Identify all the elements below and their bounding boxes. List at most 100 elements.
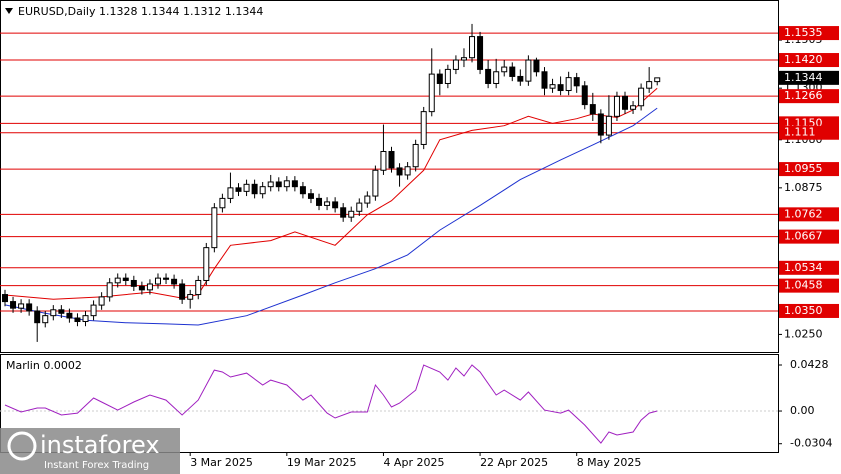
- candle-body: [485, 68, 492, 84]
- level-label: 1.1535: [784, 26, 823, 39]
- candle-body: [573, 77, 580, 87]
- indicator-label: Marlin 0.0002: [6, 359, 82, 372]
- candle-body: [517, 75, 524, 82]
- candle-body: [324, 201, 331, 206]
- candle-body: [171, 278, 178, 285]
- candle-body: [380, 150, 387, 171]
- level-label: 1.0458: [784, 279, 823, 292]
- candle-body: [251, 183, 258, 195]
- candle-body: [646, 81, 653, 89]
- level-label: 1.0667: [784, 230, 823, 243]
- candle-body: [187, 294, 194, 300]
- header-arrow: [5, 8, 13, 14]
- x-tick-label: 22 Apr 2025: [480, 456, 548, 469]
- candle-body: [267, 181, 274, 188]
- watermark-tagline: Instant Forex Trading: [44, 460, 149, 471]
- candle-body: [589, 104, 596, 115]
- y-tick-label: 1.0250: [784, 327, 823, 340]
- candle-body: [163, 277, 170, 280]
- level-label: 1.1266: [784, 89, 823, 102]
- candle-body: [372, 169, 379, 197]
- x-tick-label: 4 Apr 2025: [383, 456, 444, 469]
- candle-body: [98, 296, 105, 306]
- candle-body: [428, 73, 435, 113]
- x-tick-label: 8 May 2025: [577, 456, 642, 469]
- candle-body: [541, 71, 548, 89]
- candle-body: [211, 207, 218, 249]
- candle-body: [356, 202, 363, 212]
- level-label: 1.1420: [784, 53, 823, 66]
- candle-body: [581, 85, 588, 106]
- candle-body: [138, 285, 145, 291]
- candle-body: [565, 77, 572, 92]
- watermark-logo: [7, 431, 37, 461]
- candle-body: [66, 312, 73, 319]
- candle-body: [316, 197, 323, 206]
- last-price-box: [779, 70, 839, 85]
- candle-body: [42, 315, 49, 324]
- watermark-brand: instaforex: [40, 431, 160, 459]
- x-tick-label: 3 Mar 2025: [190, 456, 253, 469]
- level-label-box: [779, 303, 839, 318]
- candle-body: [10, 301, 17, 309]
- candle-body: [364, 195, 371, 204]
- candle-body: [605, 115, 612, 136]
- candle-body: [501, 66, 508, 73]
- candle-body: [557, 84, 564, 92]
- candle-body: [291, 180, 298, 188]
- candle-body: [58, 309, 65, 314]
- candle-body: [106, 282, 113, 298]
- candle-body: [219, 197, 226, 209]
- level-label-box: [779, 260, 839, 275]
- candle-body: [114, 277, 121, 284]
- level-label-box: [779, 53, 839, 68]
- candle-body: [130, 279, 137, 287]
- plot-layer: 1.15051.13001.10801.08751.02500.04280.00…: [0, 23, 839, 469]
- candle-body: [444, 68, 451, 84]
- candle-body: [420, 111, 427, 145]
- candle-body: [533, 59, 540, 73]
- candle-body: [154, 277, 161, 285]
- candle-body: [332, 201, 339, 209]
- candle-body: [74, 317, 81, 323]
- candle-body: [179, 283, 186, 300]
- y-tick-label: 1.0875: [784, 181, 823, 194]
- candle-body: [404, 166, 411, 176]
- candle-body: [469, 36, 476, 59]
- candle-body: [597, 113, 604, 136]
- level-label: 1.0534: [784, 261, 823, 274]
- indicator-tick-label: 0.0428: [790, 358, 829, 371]
- candle-body: [299, 186, 306, 195]
- indicator-tick-label: 0.00: [790, 404, 815, 417]
- header: EURUSD,Daily 1.1328 1.1344 1.1312 1.1344: [18, 5, 263, 18]
- candle-body: [509, 66, 516, 77]
- candle-body: [195, 279, 202, 296]
- candle-body: [412, 143, 419, 168]
- level-label-box: [779, 89, 839, 104]
- candle-body: [203, 247, 210, 281]
- level-label: 1.111: [784, 126, 816, 139]
- candle-body: [259, 186, 266, 195]
- x-tick-label: 19 Mar 2025: [287, 456, 357, 469]
- level-label-box: [779, 278, 839, 293]
- candle-body: [396, 167, 403, 176]
- candle-body: [638, 87, 645, 107]
- level-label-box: [779, 162, 839, 177]
- candle-body: [493, 71, 500, 84]
- candle-body: [275, 181, 282, 188]
- candle-body: [549, 84, 556, 89]
- candle-body: [34, 310, 41, 324]
- candle-body: [452, 59, 459, 70]
- level-label: 1.0762: [784, 207, 823, 220]
- level-label-box: [779, 125, 839, 140]
- candle-body: [613, 95, 620, 117]
- candle-body: [146, 283, 153, 291]
- candle-body: [348, 210, 355, 218]
- candle-body: [82, 315, 89, 323]
- candle-body: [243, 183, 250, 192]
- candle-body: [477, 36, 484, 70]
- candle-body: [235, 187, 242, 192]
- price-pane: [0, 0, 779, 353]
- candle-body: [340, 207, 347, 218]
